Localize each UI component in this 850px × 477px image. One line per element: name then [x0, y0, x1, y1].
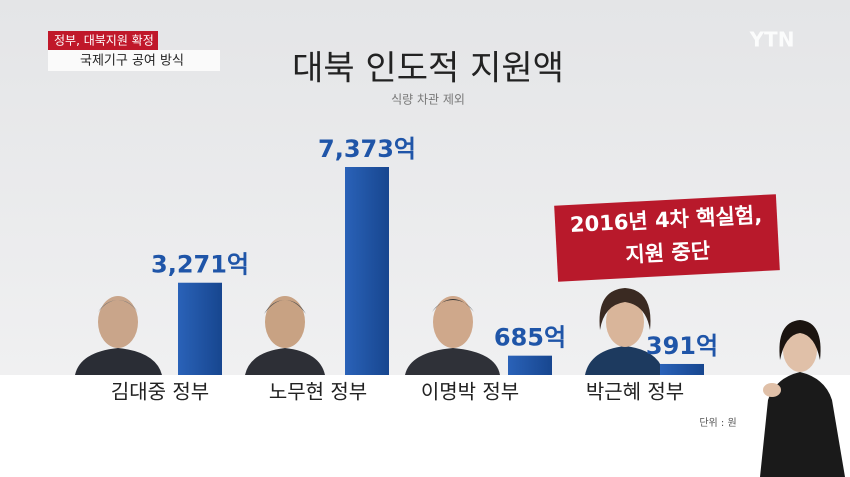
interpreter [760, 320, 845, 477]
portrait [405, 296, 500, 375]
tag-box [48, 31, 158, 50]
value-label: 7,373억 [318, 135, 416, 163]
bar [660, 363, 704, 375]
bar [178, 282, 222, 375]
category-label: 노무현 정부 [269, 380, 367, 404]
annotation-box: 2016년 4차 핵실험, 지원 중단 [554, 194, 780, 282]
subhead-box [48, 50, 220, 71]
chart-subtitle: 식량 차관 제외 [391, 93, 465, 107]
category-label: 이명박 정부 [421, 380, 519, 404]
logo: YTN [749, 28, 795, 52]
value-label: 391억 [646, 332, 718, 360]
annotation-line: 지원 중단 [625, 239, 711, 267]
floor [0, 375, 850, 477]
portrait [585, 288, 664, 375]
value-label: 3,271억 [151, 251, 249, 279]
portrait [245, 296, 325, 375]
portrait [75, 296, 162, 375]
bar [508, 355, 552, 375]
chart-title: 대북 인도적 지원액 [292, 49, 564, 89]
category-label: 박근혜 정부 [586, 380, 684, 404]
headline-tag: 정부, 대북지원 확정 [54, 34, 154, 48]
category-label: 김대중 정부 [111, 380, 209, 404]
bar [345, 167, 389, 375]
unit-note: 단위 : 원 [699, 416, 736, 429]
headline-subhead: 국제기구 공여 방식 [80, 54, 184, 69]
value-label: 685억 [494, 324, 566, 352]
